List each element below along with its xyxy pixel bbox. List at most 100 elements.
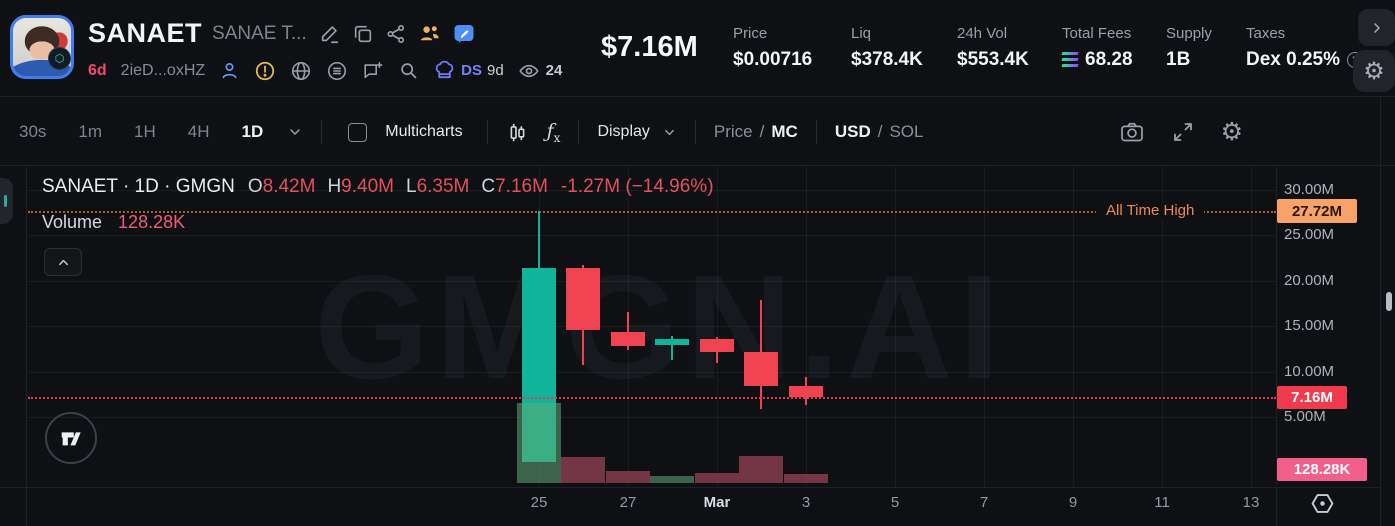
scrollbar-thumb[interactable] (1386, 292, 1392, 311)
time-tick-label: 3 (801, 494, 811, 511)
stat-label: Total Fees (1062, 25, 1132, 42)
price-tick-label: 30.00M (1284, 181, 1335, 198)
token-symbol: SANAET (88, 18, 203, 48)
time-tick-label: Mar (703, 494, 731, 511)
feed-icon[interactable] (326, 60, 348, 82)
timeframe-group: 30s 1m 1H 4H 1D (13, 116, 269, 148)
price-tick-label: 10.00M (1284, 363, 1335, 380)
edit-icon[interactable] (319, 23, 341, 45)
legend-collapse-button[interactable] (44, 248, 82, 276)
legend-title: SANAET · 1D · GMGN (42, 176, 235, 197)
website-icon[interactable] (290, 60, 312, 82)
community-icon[interactable] (418, 22, 441, 45)
candle (655, 338, 690, 345)
market-cap-value: $7.16M (601, 31, 698, 63)
dev-age: 9d (486, 62, 504, 79)
timeframe-dropdown-icon[interactable] (287, 124, 303, 140)
volume-label: Volume (42, 212, 103, 232)
drawing-toolbar-rail[interactable] (0, 167, 27, 526)
gridline-horizontal (28, 326, 1276, 327)
alert-icon[interactable] (254, 60, 276, 82)
ath-badge: 27.72M (1277, 199, 1357, 223)
stat-value: Dex 0.25%? (1246, 49, 1364, 71)
price-axis[interactable] (1276, 167, 1380, 526)
timeframe-1d[interactable]: 1D (241, 122, 264, 141)
slash: / (877, 122, 883, 141)
all-time-high-label: All Time High (1096, 202, 1205, 220)
stat-total-fees: Total Fees 68.28 (1061, 25, 1133, 71)
time-tick-label: 27 (619, 494, 637, 511)
watchers-eye-icon (518, 60, 540, 82)
token-avatar[interactable] (10, 15, 74, 79)
candle-wick (626, 311, 629, 350)
timeframe-30s[interactable]: 30s (19, 122, 47, 141)
ohlc-h: H9.40M (327, 176, 394, 197)
legend-change: -1.27M (−14.96%) (560, 176, 714, 197)
gridline-horizontal (28, 235, 1276, 236)
fullscreen-icon[interactable] (1171, 120, 1195, 144)
stat-supply: Supply 1B (1166, 25, 1212, 71)
indicators-fx-icon[interactable]: ƒx (546, 119, 561, 145)
multicharts-checkbox[interactable] (348, 122, 368, 142)
token-name: SANAE T... (212, 22, 307, 44)
timeframe-1h[interactable]: 1H (134, 122, 156, 141)
candle (610, 331, 645, 347)
stat-value: 68.28 (1061, 49, 1133, 71)
note-icon[interactable] (452, 22, 476, 46)
collapse-panel-button[interactable] (1358, 9, 1395, 46)
display-dropdown[interactable]: Display (597, 123, 650, 140)
price-tick-label: 15.00M (1284, 317, 1335, 334)
stat-value: $553.4K (957, 49, 1029, 70)
stat-label: Supply (1166, 25, 1212, 42)
gridline-vertical (1162, 167, 1163, 487)
timeframe-4h[interactable]: 4H (187, 122, 210, 141)
header-settings-button[interactable]: ⚙ (1353, 50, 1395, 92)
timeframe-1m[interactable]: 1m (78, 122, 103, 141)
volume-bar (561, 457, 605, 483)
ath-dotted-line (28, 210, 1276, 213)
stat-label: Liq (851, 25, 872, 42)
chef-hat-icon (433, 59, 456, 82)
price-tick-label: 20.00M (1284, 272, 1335, 289)
time-tick-label: 7 (979, 494, 989, 511)
chart-settings-icon[interactable]: ⚙ (1220, 118, 1243, 146)
share-icon[interactable] (385, 23, 407, 45)
token-address[interactable]: 2ieD...oxHZ (120, 61, 206, 79)
gridline-horizontal (28, 281, 1276, 282)
toggle-usd[interactable]: USD (834, 122, 871, 141)
toggle-mc[interactable]: MC (771, 122, 798, 141)
timezone-hexagon-icon[interactable] (1309, 490, 1336, 517)
price-tick-label: 5.00M (1284, 408, 1326, 425)
copy-icon[interactable] (352, 23, 374, 45)
dev-tag[interactable]: DS (461, 62, 482, 79)
gridline-vertical (895, 167, 896, 487)
stat-label: Taxes (1246, 25, 1286, 42)
multicharts-label[interactable]: Multicharts (385, 123, 463, 140)
launchpad-badge-icon: ⬡ (48, 47, 71, 70)
toggle-sol[interactable]: SOL (889, 122, 924, 141)
panel-divider (1380, 97, 1381, 526)
volume-value: 128.28K (118, 212, 186, 232)
ohlc-l: L6.35M (405, 176, 470, 197)
time-tick-label: 25 (530, 494, 548, 511)
candle (744, 351, 779, 387)
comment-add-icon[interactable] (362, 60, 384, 82)
screenshot-camera-icon[interactable] (1119, 119, 1145, 145)
creator-icon[interactable] (219, 60, 240, 81)
time-axis[interactable] (0, 487, 1380, 526)
toggle-price[interactable]: Price (713, 122, 753, 141)
volume-legend: Volume 128.28K (42, 212, 185, 233)
search-icon[interactable] (398, 60, 419, 81)
gridline-horizontal (28, 417, 1276, 418)
tradingview-logo[interactable] (45, 412, 97, 464)
side-panel-tab[interactable] (0, 178, 13, 224)
chart-style-icon[interactable] (506, 121, 529, 144)
time-tick-label: 9 (1068, 494, 1078, 511)
stat-liq: Liq $378.4K (851, 25, 923, 71)
display-chevron-icon[interactable] (662, 125, 677, 140)
chart-toolbar: 30s 1m 1H 4H 1D Multicharts ƒx Display Price… (0, 98, 1395, 166)
stat-value: $0.00716 (733, 49, 813, 70)
stat-label: Price (733, 25, 768, 42)
chart-legend: SANAET · 1D · GMGN O8.42M H9.40M L6.35M C7.… (42, 176, 714, 198)
candle (699, 338, 734, 352)
